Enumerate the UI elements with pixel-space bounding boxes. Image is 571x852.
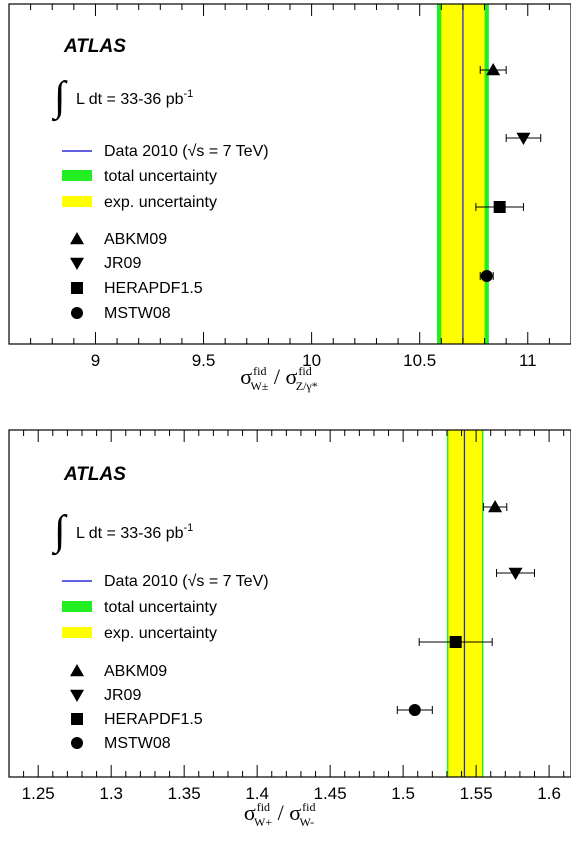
x-tick-label: 9.5 — [192, 351, 216, 370]
legend-marker — [71, 307, 83, 319]
data-point-herapdf1-5 — [493, 201, 506, 213]
x-tick-label: 1.5 — [391, 784, 415, 803]
x-label-sep: / — [272, 800, 289, 825]
x-label-den-sub: W- — [299, 815, 314, 829]
x-tick-label: 10 — [302, 351, 321, 370]
x-tick-label: 1.3 — [99, 784, 123, 803]
legend-data-label: Data 2010 (√s = 7 TeV) — [104, 143, 269, 160]
legend-exp-swatch — [62, 196, 92, 207]
x-label-den: σ — [286, 364, 298, 389]
x-label-num-sup: fid — [257, 800, 270, 814]
x-tick-label: 10.5 — [403, 351, 436, 370]
legend-total-swatch — [62, 170, 92, 181]
x-axis-label: σfid W± / σfid Z/γ* — [240, 364, 317, 393]
luminosity-superscript: -1 — [184, 88, 194, 100]
legend-exp-label: exp. uncertainty — [104, 194, 217, 211]
legend-data-label: Data 2010 (√s = 7 TeV) — [104, 573, 269, 590]
x-label-den-sup: fid — [298, 364, 311, 378]
data-point-jr09 — [516, 132, 531, 145]
x-tick-label: 1.25 — [22, 784, 55, 803]
experiment-label: ATLAS — [63, 464, 126, 485]
legend-series-label: ABKM09 — [104, 231, 167, 248]
legend-exp-swatch — [62, 627, 92, 638]
legend-total-swatch — [62, 601, 92, 612]
luminosity-label: L dt = 33-36 pb-1 — [76, 522, 193, 542]
plot-frame — [8, 429, 571, 778]
experiment-label: ATLAS — [63, 36, 126, 57]
x-tick-label: 1.45 — [314, 784, 347, 803]
luminosity-prefix: L dt = 33-36 pb — [76, 91, 184, 108]
chart-panel-1: 9 9.5 10 10.5 11 ATLAS ∫ L dt = 33-36 pb-1 Data … — [8, 3, 571, 393]
legend-marker — [71, 713, 83, 725]
legend-total-label: total uncertainty — [104, 599, 217, 616]
legend-series-label: HERAPDF1.5 — [104, 280, 203, 297]
x-tick-label: 1.4 — [245, 784, 269, 803]
x-label-num-sup: fid — [253, 364, 266, 378]
legend-marker — [71, 282, 83, 294]
legend-marker — [70, 689, 84, 702]
legend-marker — [70, 664, 84, 677]
luminosity-label: L dt = 33-36 pb-1 — [76, 88, 193, 108]
x-label-num: σ — [240, 364, 252, 389]
data-point-abkm09 — [488, 500, 503, 513]
x-tick-label: 1.35 — [168, 784, 201, 803]
legend-series-label: JR09 — [104, 255, 141, 272]
luminosity-superscript: -1 — [184, 522, 194, 534]
x-tick-label: 11 — [519, 351, 537, 370]
data-point-jr09 — [508, 567, 523, 580]
data-point-mstw08 — [480, 270, 493, 282]
x-tick-label: 1.55 — [460, 784, 493, 803]
luminosity-prefix: L dt = 33-36 pb — [76, 525, 184, 542]
x-label-num: σ — [244, 800, 256, 825]
legend-series-label: HERAPDF1.5 — [104, 711, 203, 728]
legend-marker — [71, 737, 83, 749]
x-label-den-sup: fid — [302, 800, 315, 814]
data-point-abkm09 — [486, 63, 501, 76]
x-tick-label: 1.6 — [537, 784, 561, 803]
data-point-herapdf1-5 — [449, 636, 462, 648]
x-label-sep: / — [268, 364, 285, 389]
legend-marker — [70, 257, 84, 270]
chart-panel-2: 1.25 1.3 1.35 1.4 1.45 1.5 1.55 1.6 ATLAS ∫ L dt =… — [8, 429, 571, 829]
exp-uncertainty-band — [448, 430, 482, 777]
legend-exp-label: exp. uncertainty — [104, 625, 217, 642]
legend-series-label: MSTW08 — [104, 735, 171, 752]
x-tick-label: 9 — [91, 351, 100, 370]
x-label-den-sub: Z/γ* — [296, 379, 318, 393]
legend-series-label: ABKM09 — [104, 663, 167, 680]
data-point-mstw08 — [408, 704, 421, 716]
x-label-num-sub: W+ — [254, 815, 272, 829]
x-label-den: σ — [289, 800, 301, 825]
legend-series-label: MSTW08 — [104, 305, 171, 322]
legend-total-label: total uncertainty — [104, 168, 217, 185]
x-axis-label: σfid W+ / σfid W- — [244, 800, 316, 829]
legend-marker — [70, 232, 84, 245]
integral-sign: ∫ — [51, 508, 68, 556]
x-label-num-sub: W± — [250, 379, 268, 393]
integral-sign: ∫ — [51, 74, 68, 122]
legend-series-label: JR09 — [104, 687, 141, 704]
